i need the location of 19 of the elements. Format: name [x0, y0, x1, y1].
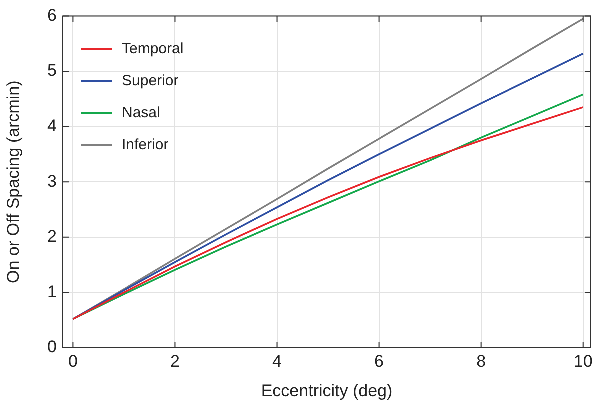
legend-label: Inferior	[122, 136, 169, 154]
x-tick-label: 10	[574, 352, 593, 371]
x-axis-title: Eccentricity (deg)	[261, 381, 393, 400]
x-tick-label: 8	[476, 352, 486, 371]
legend-label: Superior	[122, 72, 179, 90]
x-tick-label: 0	[68, 352, 78, 371]
x-tick-label: 6	[374, 352, 384, 371]
y-tick-label: 5	[48, 61, 57, 80]
y-tick-label: 0	[48, 338, 57, 357]
x-tick-label: 2	[170, 352, 180, 371]
y-tick-label: 2	[48, 227, 57, 246]
y-tick-label: 6	[48, 6, 57, 25]
x-tick-label: 4	[272, 352, 282, 371]
y-tick-label: 1	[48, 282, 57, 302]
y-tick-label: 3	[48, 172, 57, 191]
y-tick-label: 4	[48, 116, 57, 136]
legend-label: Nasal	[122, 104, 160, 122]
legend-label: Temporal	[122, 40, 184, 58]
y-axis-title: On or Off Spacing (arcmin)	[4, 80, 23, 284]
